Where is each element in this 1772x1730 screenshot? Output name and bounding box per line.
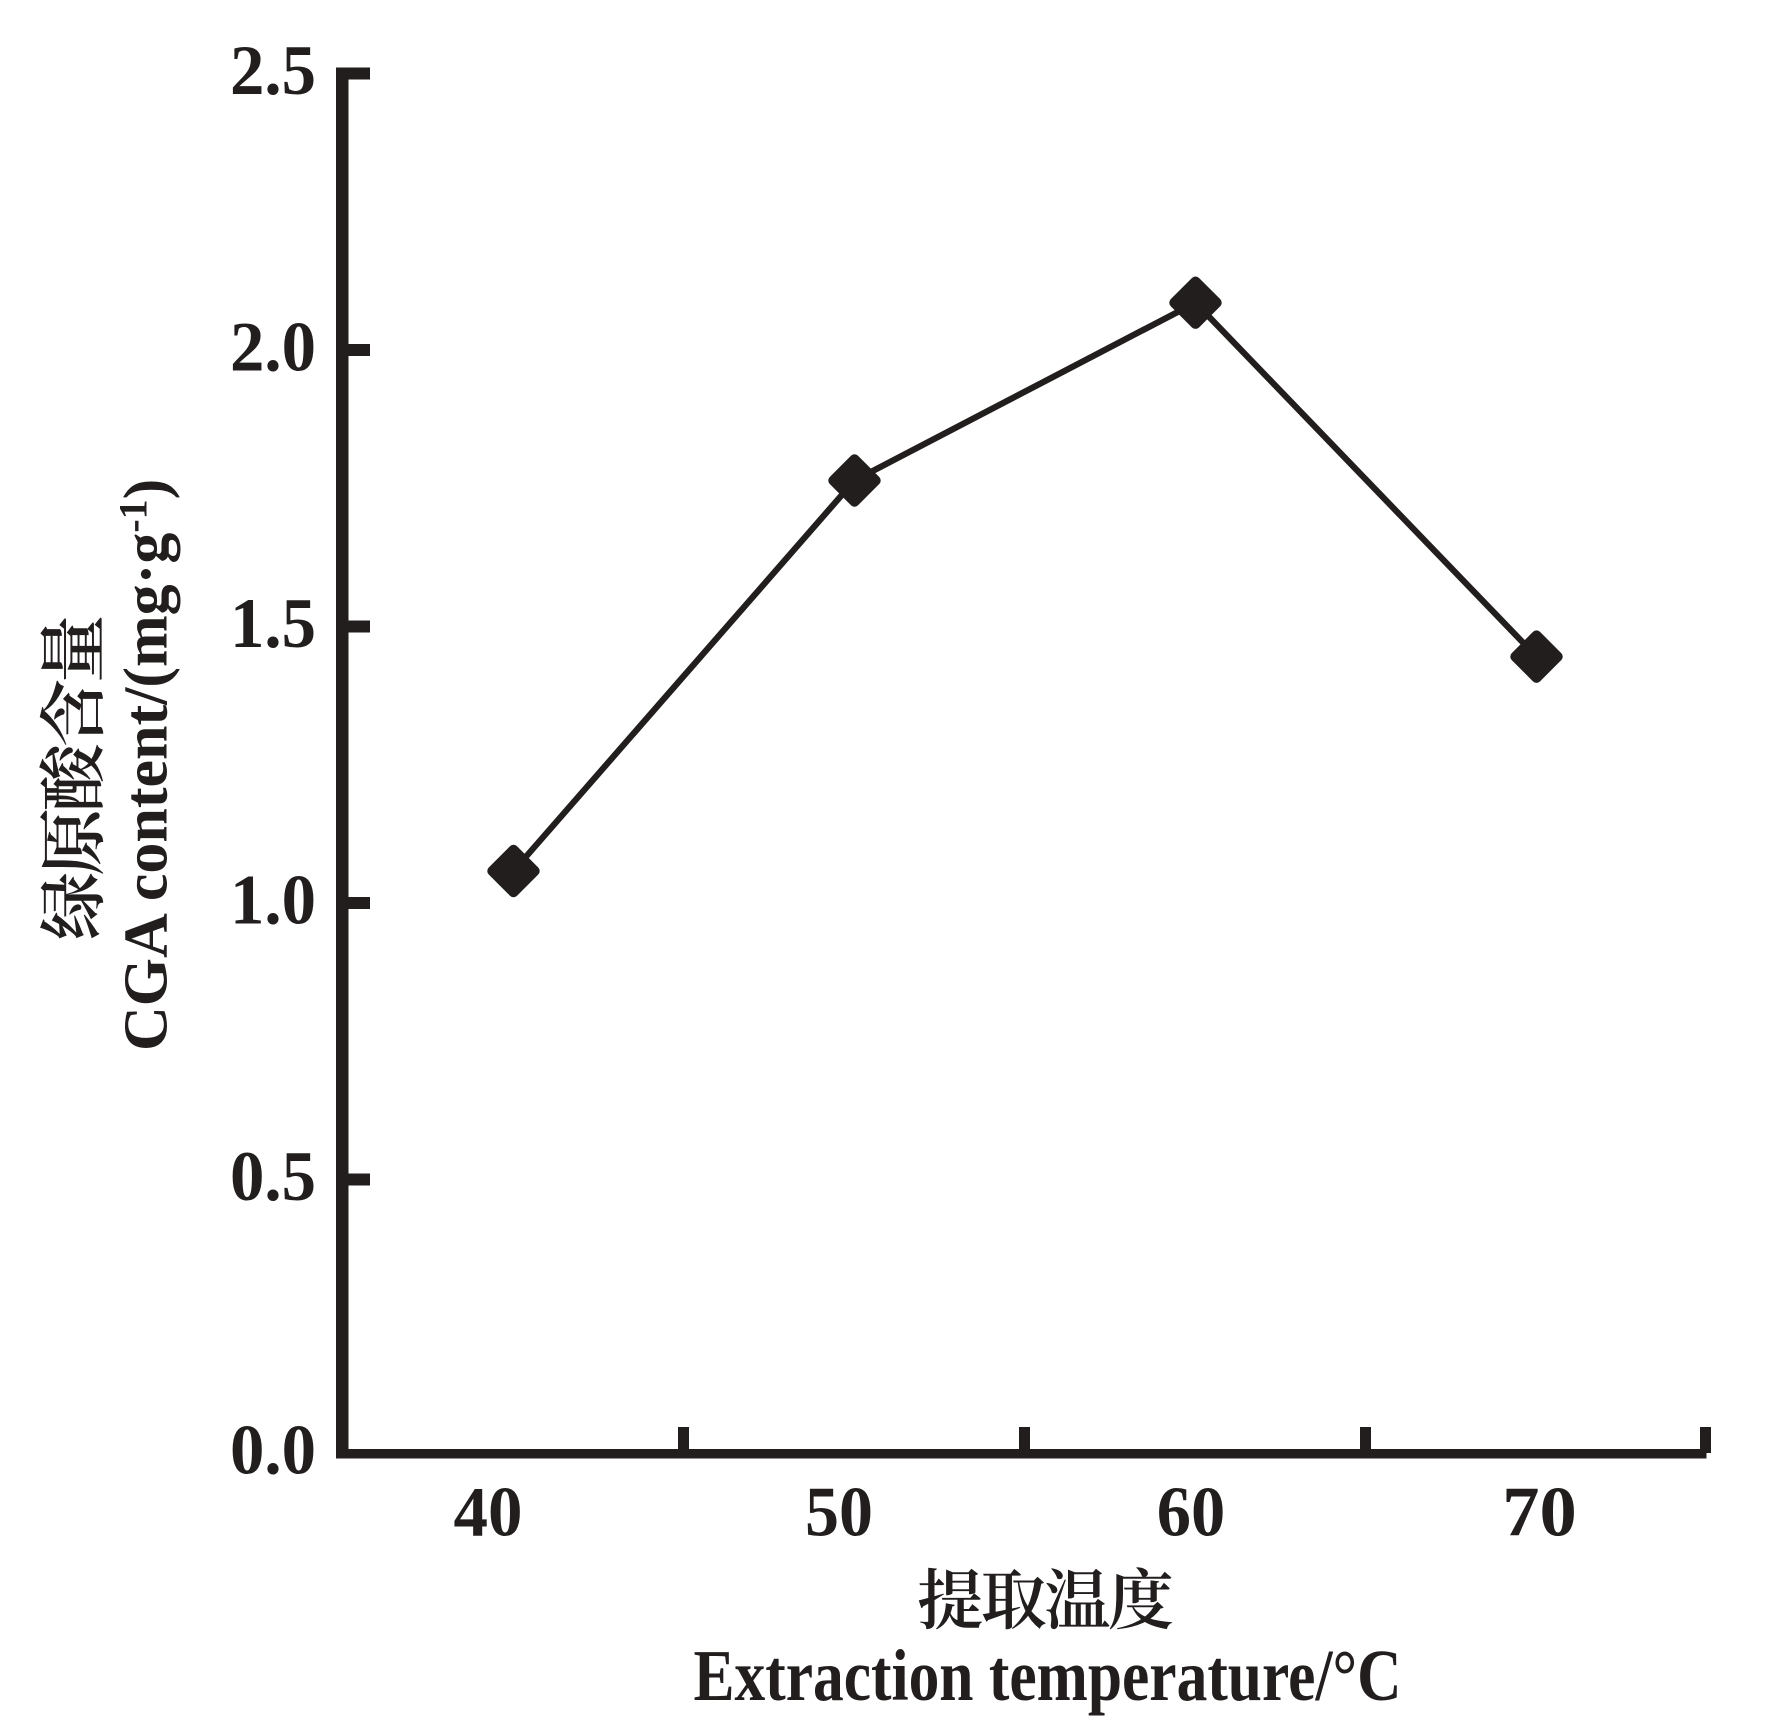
svg-text:2.0: 2.0 [230, 309, 316, 387]
svg-text:60: 60 [1157, 1474, 1226, 1552]
svg-text:0.5: 0.5 [230, 1138, 316, 1216]
svg-text:CGA content/(mg·g-1): CGA content/(mg·g-1) [111, 479, 181, 1051]
svg-text:1.0: 1.0 [230, 862, 316, 940]
svg-text:2.5: 2.5 [230, 32, 316, 110]
svg-text:50: 50 [805, 1474, 873, 1552]
svg-text:0.0: 0.0 [230, 1412, 316, 1490]
svg-text:Extraction temperature/°C: Extraction temperature/°C [694, 1635, 1402, 1716]
svg-text:40: 40 [454, 1474, 523, 1552]
svg-text:1.5: 1.5 [230, 585, 316, 663]
svg-text:70: 70 [1502, 1474, 1577, 1552]
